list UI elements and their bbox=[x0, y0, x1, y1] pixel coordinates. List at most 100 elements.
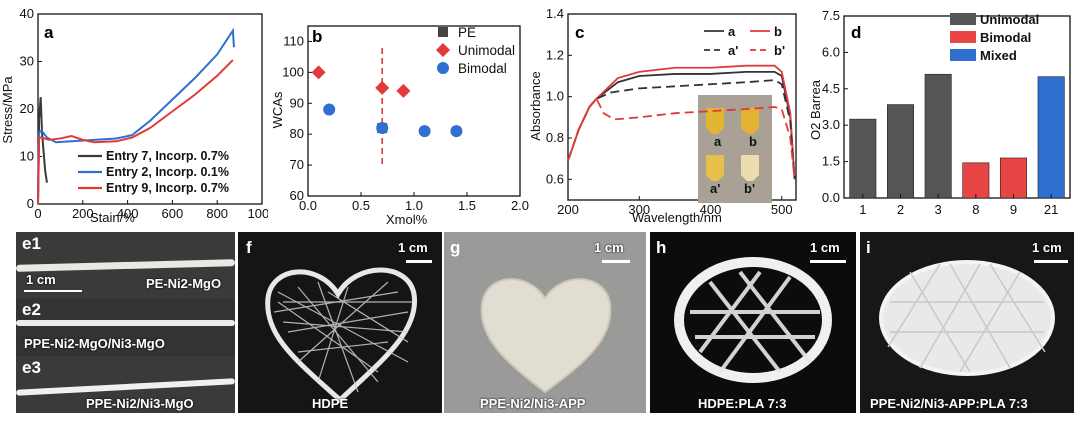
x-tick-label: 200 bbox=[557, 202, 579, 217]
photo-caption-i: PPE-Ni2/Ni3-APP:PLA 7:3 bbox=[870, 396, 1028, 411]
photo-label-g: g bbox=[450, 238, 461, 257]
x-tick-label: 800 bbox=[206, 206, 228, 221]
o2-barrier-bar-chart: 0.0 1.5 3.0 4.5 6.0 7.5 O2 Barrea 1 2 3 8 9 21 Unim… bbox=[808, 8, 1071, 217]
photo-label-e2: e2 bbox=[22, 300, 41, 319]
scale-bar bbox=[602, 260, 630, 263]
x-tick-label: 500 bbox=[771, 202, 793, 217]
bar bbox=[1037, 76, 1065, 199]
y-tick-label: 80 bbox=[290, 126, 304, 141]
y-tick-label: 7.5 bbox=[822, 8, 840, 23]
sample-photo-inset: a b a' b' bbox=[698, 95, 772, 203]
x-tick-label: 21 bbox=[1044, 202, 1058, 217]
photo-label-i: i bbox=[866, 238, 871, 257]
panel-b: 0.0 0.5 1.0 1.5 2.0 60 70 80 90 100 110 Xmol% WCAs P… bbox=[268, 0, 538, 228]
x-tick-label: 1.0 bbox=[405, 198, 423, 213]
y-tick-label: 10 bbox=[20, 149, 34, 164]
x-tick-label: 200 bbox=[72, 206, 94, 221]
y-tick-label: 40 bbox=[20, 6, 34, 21]
x-tick-label: 0 bbox=[34, 206, 41, 221]
legend-label: Entry 7, Incorp. 0.7% bbox=[106, 149, 229, 163]
scale-bar-label: 1 cm bbox=[594, 240, 624, 255]
legend-label: PE bbox=[458, 25, 476, 40]
photo-h: h 1 cm HDPE:PLA 7:3 bbox=[650, 232, 856, 413]
y-axis-title: WCAs bbox=[270, 91, 285, 128]
bar bbox=[887, 104, 914, 199]
photo-label-f: f bbox=[246, 238, 252, 257]
y-tick-label: 6.0 bbox=[822, 44, 840, 59]
y-axis-title: Absorbance bbox=[528, 71, 543, 140]
series-line bbox=[37, 27, 235, 205]
scale-bar-label: 1 cm bbox=[26, 272, 56, 287]
y-tick-label: 0.6 bbox=[546, 171, 564, 186]
legend-label: Entry 2, Incorp. 0.1% bbox=[106, 165, 229, 179]
legend-label: Unimodal bbox=[980, 12, 1039, 27]
photo-caption-g: PPE-Ni2/Ni3-APP bbox=[480, 396, 586, 411]
y-tick-label: 1.2 bbox=[546, 47, 564, 62]
y-tick-label: 90 bbox=[290, 95, 304, 110]
data-point bbox=[375, 80, 390, 95]
photo-e2: e2 PPE-Ni2-MgO/Ni3-MgO bbox=[16, 298, 235, 356]
legend-marker bbox=[436, 43, 450, 57]
legend-label: a bbox=[728, 24, 736, 39]
y-tick-label: 1.5 bbox=[822, 154, 840, 169]
x-tick-label: 400 bbox=[700, 202, 722, 217]
photo-label-h: h bbox=[656, 238, 667, 257]
wca-scatter-chart: 0.0 0.5 1.0 1.5 2.0 60 70 80 90 100 110 Xmol% WCAs P… bbox=[270, 25, 529, 227]
data-point bbox=[311, 65, 326, 80]
inset-label: b' bbox=[744, 181, 755, 196]
panel-d: 0.0 1.5 3.0 4.5 6.0 7.5 O2 Barrea 1 2 3 8 9 21 Unim… bbox=[808, 0, 1080, 228]
y-tick-label: 1.0 bbox=[546, 89, 564, 104]
legend-label: a' bbox=[728, 43, 738, 58]
inset-label: a bbox=[714, 134, 722, 149]
x-tick-label: 400 bbox=[117, 206, 139, 221]
x-tick-label: 600 bbox=[162, 206, 184, 221]
scale-bar-label: 1 cm bbox=[810, 240, 840, 255]
bar bbox=[924, 73, 952, 199]
photo-caption-e2: PPE-Ni2-MgO/Ni3-MgO bbox=[24, 336, 165, 351]
oval-print-ppe-pla bbox=[879, 260, 1055, 376]
filament-strand bbox=[16, 259, 235, 272]
scale-bar-label: 1 cm bbox=[398, 240, 428, 255]
legend-label: Bimodal bbox=[458, 61, 507, 76]
panel-label-c: c bbox=[575, 23, 584, 42]
x-tick-label: 0.5 bbox=[352, 198, 370, 213]
scale-bar-label: 1 cm bbox=[1032, 240, 1062, 255]
inset-label: a' bbox=[710, 181, 720, 196]
legend-swatch bbox=[950, 31, 976, 43]
y-tick-label: 30 bbox=[20, 54, 34, 69]
data-point bbox=[450, 125, 463, 138]
scale-bar bbox=[406, 260, 432, 263]
photo-caption-f: HDPE bbox=[312, 396, 349, 411]
y-tick-label: 1.4 bbox=[546, 6, 564, 21]
absorbance-chart: 200 300 400 500 0.6 0.8 1.0 1.2 1.4 Wavelength/nm… bbox=[528, 6, 797, 225]
photo-e1: e1 1 cm PE-Ni2-MgO bbox=[16, 232, 235, 298]
photo-caption-e1: PE-Ni2-MgO bbox=[146, 276, 222, 291]
scale-bar bbox=[24, 290, 82, 292]
photo-g: g 1 cm PPE-Ni2/Ni3-APP bbox=[444, 232, 646, 413]
x-axis-title: Stain/% bbox=[90, 210, 135, 225]
filament-strand bbox=[16, 320, 235, 326]
y-tick-label: 3.0 bbox=[822, 117, 840, 132]
data-point bbox=[418, 125, 431, 138]
y-tick-label: 0 bbox=[27, 196, 34, 211]
scale-bar bbox=[1034, 260, 1068, 263]
x-tick-label: 3 bbox=[935, 202, 942, 217]
x-tick-label: 300 bbox=[628, 202, 650, 217]
inset-label: b bbox=[749, 134, 757, 149]
plot-frame bbox=[567, 13, 797, 201]
x-tick-label: 9 bbox=[1010, 202, 1017, 217]
x-tick-label: 8 bbox=[972, 202, 979, 217]
series-line bbox=[37, 59, 234, 205]
data-point bbox=[323, 103, 336, 116]
legend-swatch bbox=[950, 13, 976, 25]
legend-label: Mixed bbox=[980, 48, 1017, 63]
legend-label: b bbox=[774, 24, 782, 39]
x-axis-title: Wavelength/nm bbox=[632, 210, 722, 225]
panel-label-a: a bbox=[44, 23, 54, 42]
panel-c: 200 300 400 500 0.6 0.8 1.0 1.2 1.4 Wavelength/nm… bbox=[528, 0, 808, 228]
photo-caption-h: HDPE:PLA 7:3 bbox=[698, 396, 787, 411]
panel-label-b: b bbox=[312, 27, 322, 46]
legend-label: Entry 9, Incorp. 0.7% bbox=[106, 181, 229, 195]
